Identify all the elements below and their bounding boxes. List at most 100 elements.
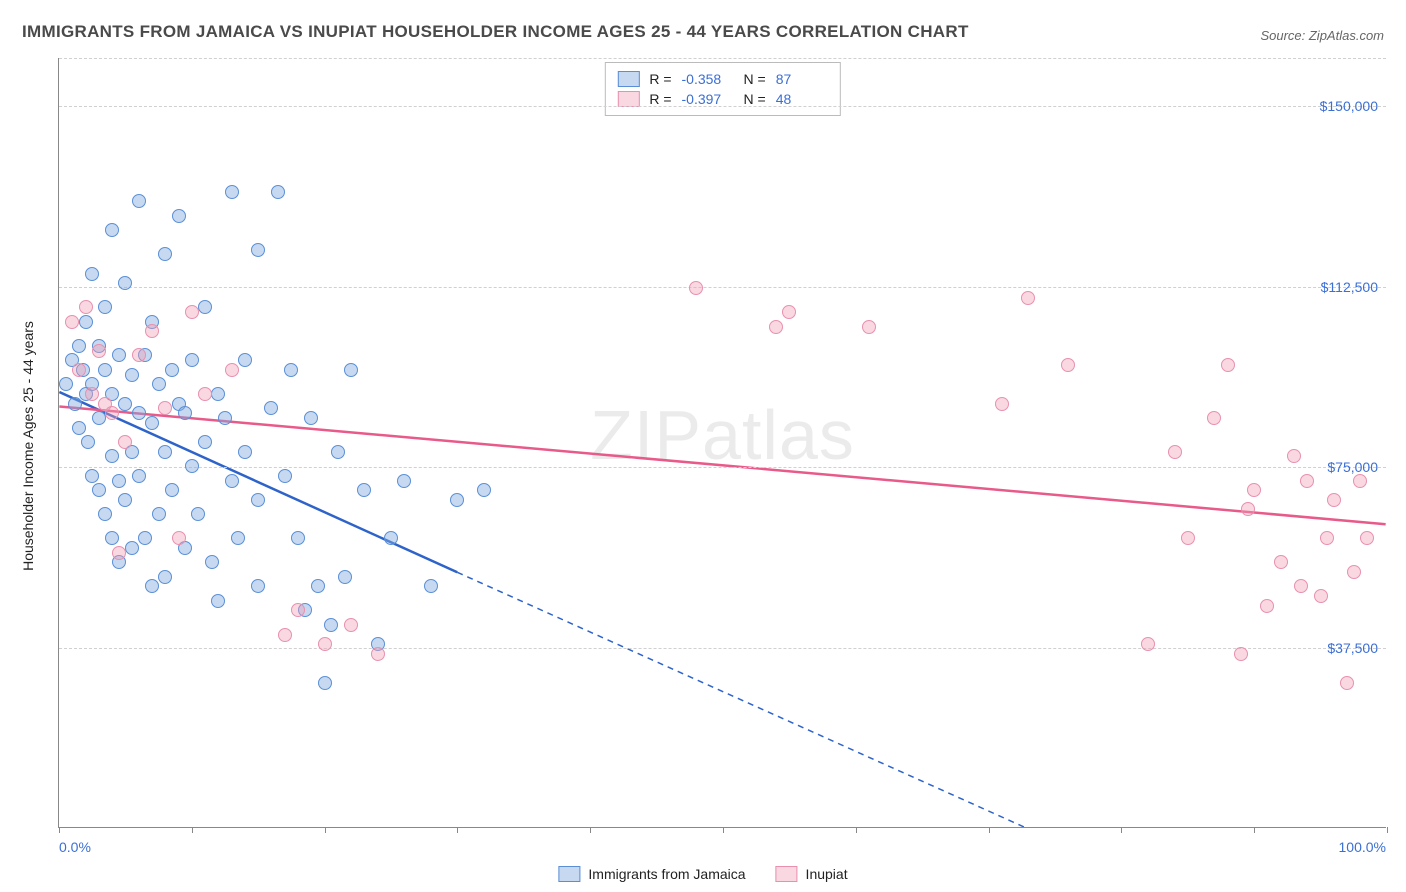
y-tick-label: $37,500 bbox=[1327, 640, 1378, 656]
data-point bbox=[185, 459, 199, 473]
data-point bbox=[132, 469, 146, 483]
data-point bbox=[145, 416, 159, 430]
data-point bbox=[158, 401, 172, 415]
y-tick-label: $150,000 bbox=[1320, 98, 1378, 114]
data-point bbox=[238, 353, 252, 367]
data-point bbox=[450, 493, 464, 507]
data-point bbox=[1320, 531, 1334, 545]
stats-r-value: -0.397 bbox=[682, 91, 734, 107]
data-point bbox=[271, 185, 285, 199]
data-point bbox=[251, 579, 265, 593]
data-point bbox=[105, 531, 119, 545]
data-point bbox=[344, 363, 358, 377]
data-point bbox=[92, 411, 106, 425]
data-point bbox=[125, 368, 139, 382]
plot-area: ZIPatlas R =-0.358N =87R =-0.397N =48 0.… bbox=[58, 58, 1386, 828]
data-point bbox=[311, 579, 325, 593]
data-point bbox=[145, 579, 159, 593]
data-point bbox=[105, 449, 119, 463]
legend-swatch bbox=[617, 71, 639, 87]
data-point bbox=[98, 300, 112, 314]
data-point bbox=[138, 531, 152, 545]
data-point bbox=[205, 555, 219, 569]
data-point bbox=[172, 531, 186, 545]
data-point bbox=[424, 579, 438, 593]
data-point bbox=[995, 397, 1009, 411]
legend-swatch bbox=[558, 866, 580, 882]
data-point bbox=[318, 676, 332, 690]
data-point bbox=[178, 406, 192, 420]
data-point bbox=[1181, 531, 1195, 545]
data-point bbox=[165, 363, 179, 377]
data-point bbox=[1168, 445, 1182, 459]
stats-n-value: 48 bbox=[776, 91, 828, 107]
trend-lines-layer bbox=[59, 58, 1386, 827]
y-tick-label: $112,500 bbox=[1321, 279, 1378, 295]
data-point bbox=[165, 483, 179, 497]
data-point bbox=[1287, 449, 1301, 463]
data-point bbox=[152, 507, 166, 521]
data-point bbox=[782, 305, 796, 319]
data-point bbox=[1260, 599, 1274, 613]
data-point bbox=[291, 531, 305, 545]
grid-line bbox=[59, 58, 1386, 59]
x-axis-min-label: 0.0% bbox=[59, 839, 91, 855]
data-point bbox=[158, 445, 172, 459]
data-point bbox=[198, 387, 212, 401]
data-point bbox=[125, 541, 139, 555]
data-point bbox=[211, 594, 225, 608]
legend-item: Inupiat bbox=[776, 866, 848, 882]
data-point bbox=[1274, 555, 1288, 569]
x-tick bbox=[192, 827, 193, 833]
data-point bbox=[132, 406, 146, 420]
data-point bbox=[1141, 637, 1155, 651]
data-point bbox=[1247, 483, 1261, 497]
data-point bbox=[1207, 411, 1221, 425]
data-point bbox=[79, 300, 93, 314]
stats-r-label: R = bbox=[649, 91, 671, 107]
legend-swatch bbox=[776, 866, 798, 882]
data-point bbox=[862, 320, 876, 334]
data-point bbox=[105, 223, 119, 237]
data-point bbox=[132, 348, 146, 362]
data-point bbox=[384, 531, 398, 545]
data-point bbox=[81, 435, 95, 449]
data-point bbox=[318, 637, 332, 651]
chart-title: IMMIGRANTS FROM JAMAICA VS INUPIAT HOUSE… bbox=[22, 22, 969, 42]
data-point bbox=[118, 276, 132, 290]
data-point bbox=[1294, 579, 1308, 593]
data-point bbox=[132, 194, 146, 208]
watermark: ZIPatlas bbox=[590, 395, 855, 475]
data-point bbox=[331, 445, 345, 459]
data-point bbox=[284, 363, 298, 377]
x-tick bbox=[989, 827, 990, 833]
grid-line bbox=[59, 467, 1386, 468]
stats-n-value: 87 bbox=[776, 71, 828, 87]
x-tick bbox=[59, 827, 60, 833]
data-point bbox=[158, 570, 172, 584]
data-point bbox=[1241, 502, 1255, 516]
data-point bbox=[92, 483, 106, 497]
data-point bbox=[397, 474, 411, 488]
y-axis-title: Householder Income Ages 25 - 44 years bbox=[20, 321, 36, 571]
legend-swatch bbox=[617, 91, 639, 107]
data-point bbox=[1300, 474, 1314, 488]
x-tick bbox=[1121, 827, 1122, 833]
data-point bbox=[112, 474, 126, 488]
grid-line bbox=[59, 287, 1386, 288]
data-point bbox=[1360, 531, 1374, 545]
data-point bbox=[112, 546, 126, 560]
data-point bbox=[225, 363, 239, 377]
data-point bbox=[769, 320, 783, 334]
x-tick bbox=[723, 827, 724, 833]
data-point bbox=[304, 411, 318, 425]
data-point bbox=[118, 493, 132, 507]
data-point bbox=[238, 445, 252, 459]
data-point bbox=[1234, 647, 1248, 661]
data-point bbox=[72, 339, 86, 353]
data-point bbox=[211, 387, 225, 401]
data-point bbox=[85, 387, 99, 401]
data-point bbox=[218, 411, 232, 425]
x-tick bbox=[457, 827, 458, 833]
data-point bbox=[198, 435, 212, 449]
